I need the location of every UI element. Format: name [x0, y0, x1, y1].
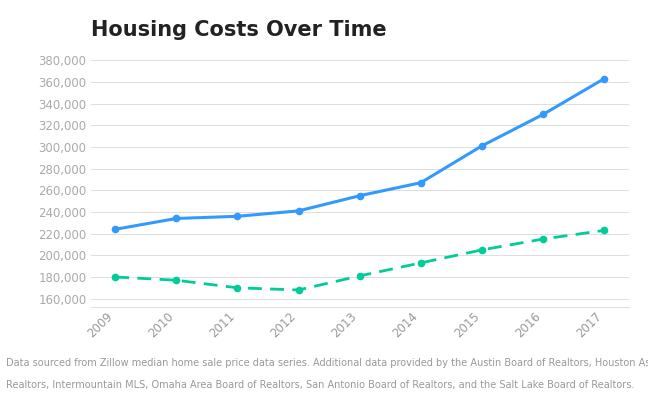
- Text: Realtors, Intermountain MLS, Omaha Area Board of Realtors, San Antonio Board of : Realtors, Intermountain MLS, Omaha Area …: [6, 380, 635, 390]
- Text: Housing Costs Over Time: Housing Costs Over Time: [91, 20, 386, 40]
- Text: Data sourced from Zillow median home sale price data series. Additional data pro: Data sourced from Zillow median home sal…: [6, 359, 648, 368]
